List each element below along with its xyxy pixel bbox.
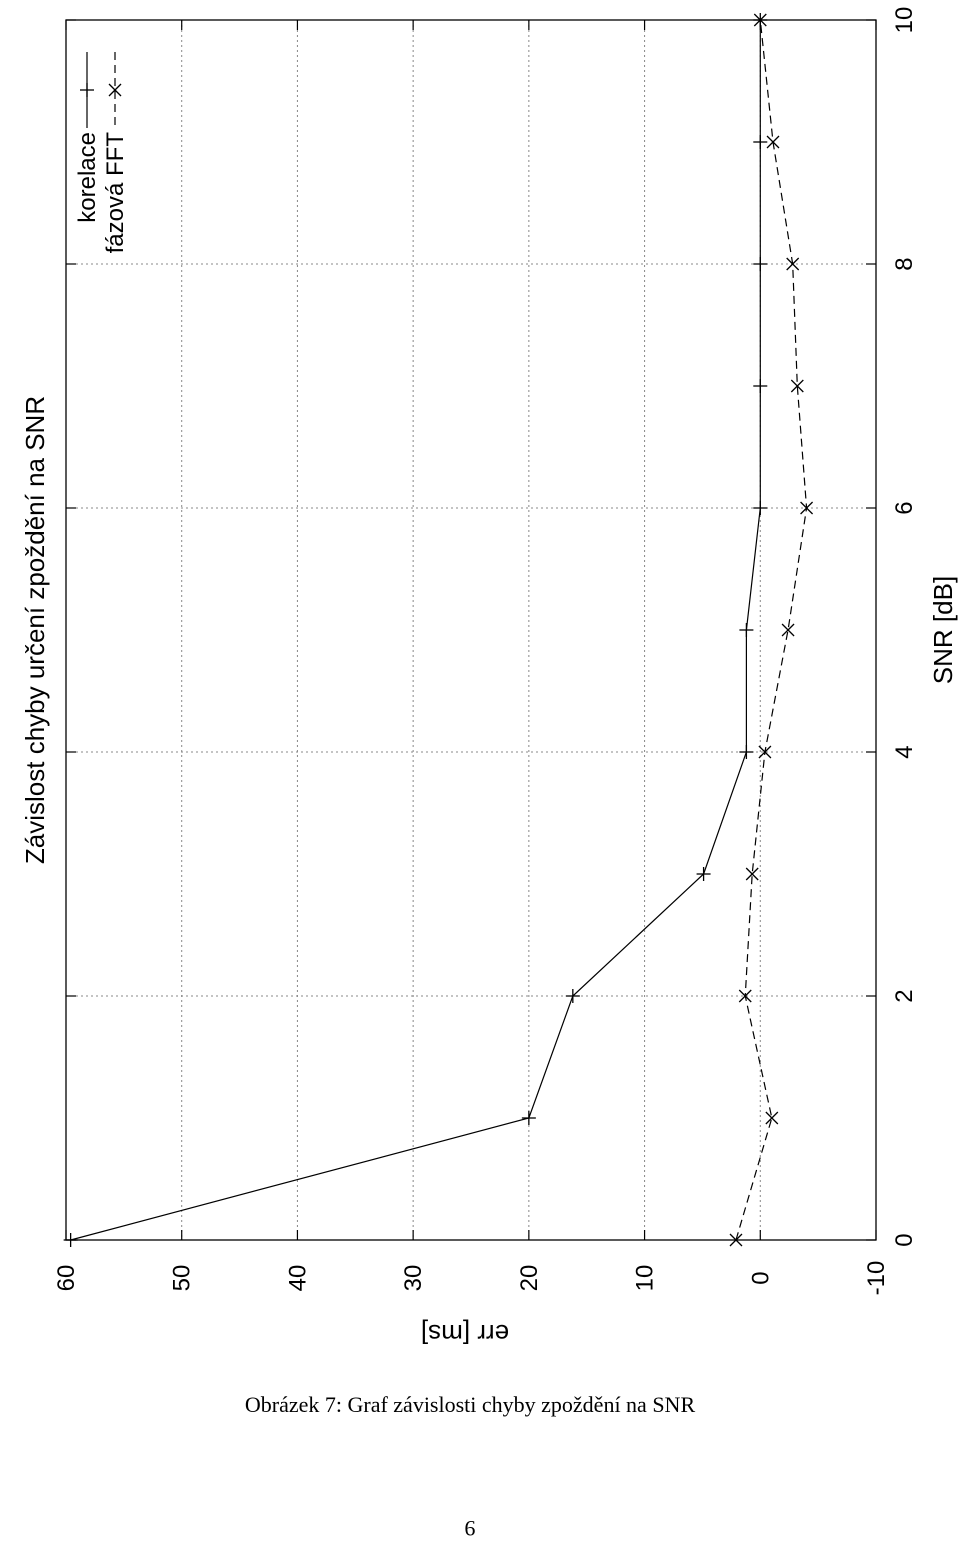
plot-frame xyxy=(65,19,877,1241)
x-tick-label: 6 xyxy=(891,501,918,514)
y-tick-label: -10 xyxy=(863,1261,890,1296)
data-point-cross xyxy=(800,501,814,515)
figure-caption: Obrázek 7: Graf závislosti chyby zpožděn… xyxy=(245,1392,696,1417)
data-point-plus xyxy=(753,257,768,271)
series-line-0 xyxy=(70,20,761,1241)
x-tick-label: 0 xyxy=(891,1233,918,1246)
data-point-cross xyxy=(766,135,780,149)
grid-layer xyxy=(65,19,877,1241)
data-point-cross xyxy=(108,83,122,97)
data-point-plus xyxy=(739,745,754,759)
data-point-cross xyxy=(790,379,804,393)
data-point-plus xyxy=(753,501,768,515)
y-tick-label: 40 xyxy=(284,1265,311,1292)
series-layer xyxy=(63,13,814,1247)
x-tick-label: 10 xyxy=(891,7,918,34)
y-axis-label: err [ms] xyxy=(421,1319,509,1349)
legend-label-1: fázová FFT xyxy=(102,132,129,254)
data-point-cross xyxy=(758,745,772,759)
data-point-plus xyxy=(753,379,768,393)
y-tick-label: 10 xyxy=(632,1265,659,1292)
y-tick-label: 0 xyxy=(747,1271,774,1284)
data-point-plus xyxy=(521,1111,536,1125)
data-point-cross xyxy=(765,1111,779,1125)
data-point-plus xyxy=(753,135,768,149)
y-tick-label: 50 xyxy=(169,1265,196,1292)
data-point-cross xyxy=(729,1233,743,1247)
legend-label-0: korelace xyxy=(74,132,101,223)
axes-layer xyxy=(65,19,877,1241)
data-point-plus xyxy=(696,867,711,881)
page-number: 9 xyxy=(465,1516,476,1541)
y-tick-label: 30 xyxy=(400,1265,427,1292)
x-tick-label: 2 xyxy=(891,989,918,1002)
x-axis-label: SNR [dB] xyxy=(928,576,958,684)
data-point-cross xyxy=(738,989,752,1003)
series-line-1 xyxy=(735,19,808,1241)
legend: korelace fázová FFT xyxy=(74,52,129,253)
data-point-cross xyxy=(786,257,800,271)
y-tick-label: 60 xyxy=(53,1265,80,1292)
y-tick-label: 20 xyxy=(516,1265,543,1292)
data-point-cross xyxy=(745,867,759,881)
data-point-plus xyxy=(80,83,94,97)
x-tick-label: 8 xyxy=(891,257,918,270)
data-point-plus xyxy=(63,1233,78,1247)
data-point-plus xyxy=(739,623,754,637)
data-point-plus xyxy=(565,989,580,1003)
text-layer: 0 2 4 6 8 10 -10 0 10 20 30 40 50 60 Závislost chyby u… xyxy=(20,7,958,1349)
data-point-cross xyxy=(781,623,795,637)
x-tick-label: 4 xyxy=(891,745,918,758)
chart-title: Závislost chyby určení zpoždění na SNR xyxy=(20,396,50,864)
data-point-cross xyxy=(753,13,767,27)
